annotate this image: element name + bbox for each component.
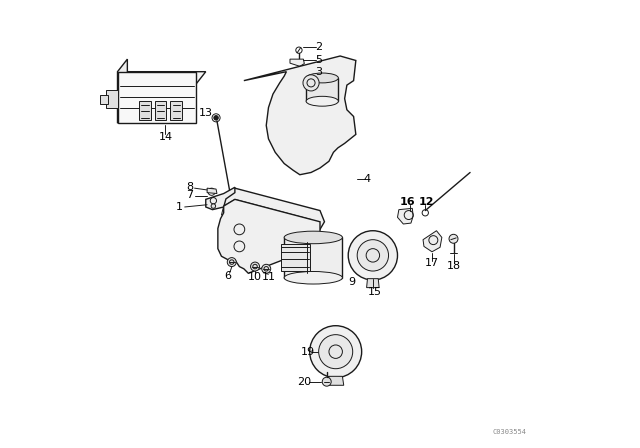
Text: 1: 1 — [175, 202, 182, 212]
Text: 9: 9 — [348, 277, 355, 287]
Bar — [280, 244, 310, 271]
Polygon shape — [218, 199, 320, 273]
Ellipse shape — [284, 271, 342, 284]
Circle shape — [357, 240, 388, 271]
Bar — [139, 101, 151, 120]
Text: 17: 17 — [425, 258, 439, 268]
Circle shape — [310, 326, 362, 378]
Ellipse shape — [306, 96, 339, 106]
Polygon shape — [221, 188, 324, 234]
Text: 7: 7 — [186, 190, 194, 200]
Circle shape — [290, 68, 305, 83]
Circle shape — [323, 377, 332, 386]
Text: 5: 5 — [316, 56, 323, 65]
Polygon shape — [397, 208, 413, 224]
Polygon shape — [328, 376, 344, 385]
Circle shape — [449, 234, 458, 243]
Bar — [100, 95, 108, 104]
Text: 11: 11 — [262, 272, 275, 282]
Text: 18: 18 — [447, 261, 461, 271]
Text: 2: 2 — [316, 42, 323, 52]
Text: 12: 12 — [419, 198, 435, 207]
Text: 8: 8 — [186, 182, 194, 192]
Circle shape — [251, 262, 260, 271]
Bar — [284, 237, 342, 278]
Circle shape — [228, 196, 233, 200]
Polygon shape — [221, 199, 311, 231]
Polygon shape — [244, 56, 356, 175]
Polygon shape — [290, 59, 305, 66]
Text: 19: 19 — [301, 347, 315, 357]
Bar — [155, 101, 166, 120]
Text: 6: 6 — [225, 271, 232, 280]
Circle shape — [227, 258, 236, 267]
Text: 16: 16 — [399, 198, 415, 207]
Polygon shape — [106, 90, 118, 108]
Ellipse shape — [284, 231, 342, 244]
Bar — [306, 78, 339, 101]
Ellipse shape — [306, 73, 339, 83]
Text: C0303554: C0303554 — [492, 429, 526, 435]
Text: 14: 14 — [158, 132, 173, 142]
Polygon shape — [207, 188, 217, 194]
Polygon shape — [118, 72, 206, 84]
Polygon shape — [118, 72, 196, 123]
Circle shape — [303, 75, 319, 91]
Circle shape — [211, 204, 216, 208]
Circle shape — [319, 335, 353, 369]
Text: 15: 15 — [368, 287, 382, 297]
Text: 3: 3 — [316, 67, 323, 77]
Polygon shape — [118, 59, 127, 123]
Polygon shape — [367, 279, 379, 288]
Text: 10: 10 — [248, 272, 262, 282]
Circle shape — [348, 231, 397, 280]
Polygon shape — [423, 231, 442, 252]
Text: 4: 4 — [364, 174, 371, 184]
Circle shape — [214, 116, 218, 120]
Circle shape — [262, 264, 271, 273]
Text: 13: 13 — [199, 108, 212, 118]
Bar — [170, 101, 182, 120]
Polygon shape — [206, 187, 235, 210]
Text: 20: 20 — [297, 377, 312, 387]
